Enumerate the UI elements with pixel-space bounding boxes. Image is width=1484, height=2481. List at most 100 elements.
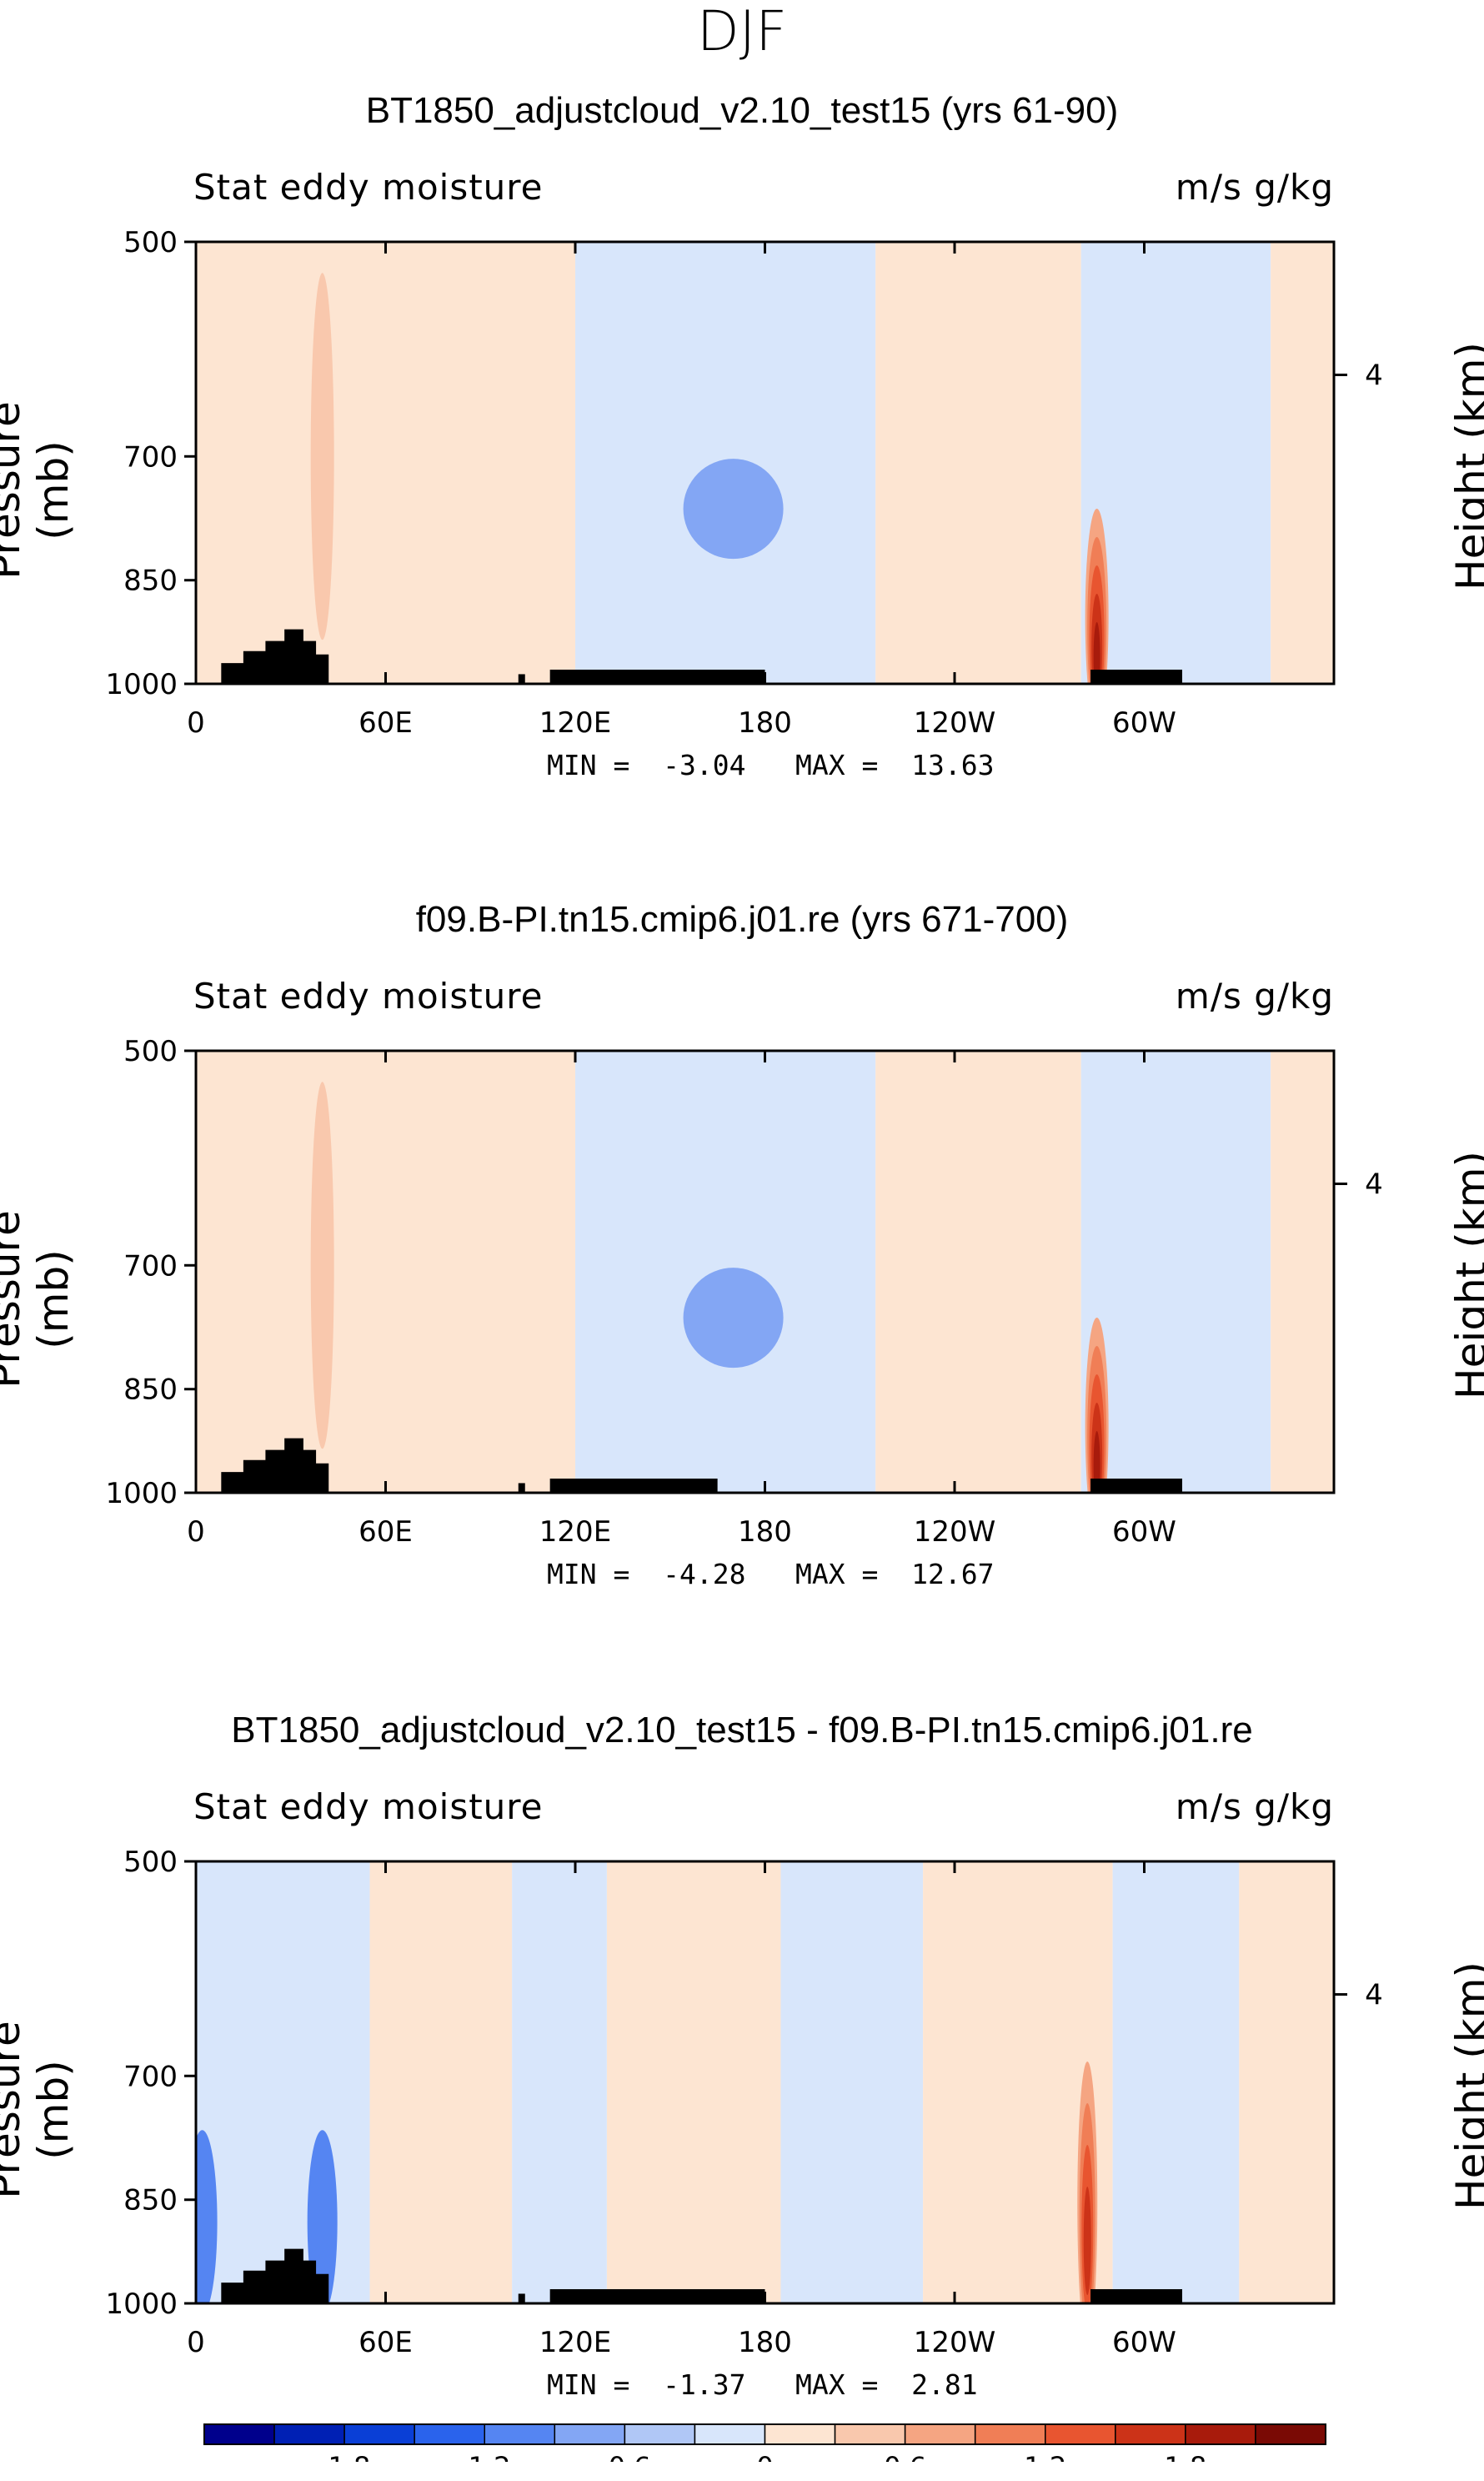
colorbar-swatch <box>273 2423 345 2445</box>
x-tick-label: 120E <box>539 2326 611 2359</box>
panel-title: f09.B-PI.tn15.cmip6.j01.re (yrs 671-700) <box>415 899 1069 940</box>
plume-contour <box>1083 2187 1091 2295</box>
contour-zone <box>1080 1051 1271 1493</box>
contour-zone <box>1271 1051 1334 1493</box>
colorbar-swatch <box>834 2423 906 2445</box>
chart-panel-2: f09.B-PI.tn15.cmip6.j01.re (yrs 671-700)… <box>0 809 1484 1590</box>
units-label: m/s g/kg <box>1175 167 1334 208</box>
colorbar-swatch <box>694 2423 766 2445</box>
contour-zone <box>1239 1861 1334 2303</box>
max-value: 2.81 <box>911 2368 978 2401</box>
feature-contour <box>310 1082 334 1449</box>
y-tick-label: 1000 <box>105 2288 178 2321</box>
plume-contour <box>1093 622 1100 684</box>
x-tick-label: 60W <box>1112 706 1176 740</box>
y-tick-label: 500 <box>123 1035 178 1068</box>
x-tick-label: 0 <box>187 706 205 740</box>
contour-zone <box>196 1861 370 2303</box>
colorbar-swatch <box>974 2423 1046 2445</box>
feature-contour <box>683 1268 784 1369</box>
x-tick-label: 60E <box>358 1515 413 1549</box>
x-tick-label: 0 <box>187 1515 205 1549</box>
max-label: MAX = <box>795 1558 879 1590</box>
colorbar-swatch <box>1185 2423 1256 2445</box>
min-value: -3.04 <box>663 749 746 781</box>
topography-andes <box>1090 2288 1182 2303</box>
y-tick-label: 1000 <box>105 668 178 701</box>
heatmap-plot: 0 60E 120E 180 120W 60W 500 700 850 1000 4 -1.8 -1.2… <box>105 1846 1383 2462</box>
colorbar-label: 0 <box>756 2451 773 2462</box>
y-tick-label: 700 <box>123 440 178 474</box>
y-tick-label: 850 <box>123 565 178 598</box>
colorbar-label: 1.2 <box>1024 2451 1066 2462</box>
contour-field <box>196 1861 1334 2303</box>
min-max-readout: MIN = -1.37 MAX = 2.81 <box>547 2368 978 2401</box>
colorbar-swatch <box>484 2423 556 2445</box>
contour-zone <box>875 1051 1081 1493</box>
colorbar-label: -0.6 <box>599 2451 650 2462</box>
x-tick-label: 120W <box>914 706 996 740</box>
feature-contour <box>683 459 784 560</box>
x-tick-label: 120W <box>914 2326 996 2359</box>
min-value: -4.28 <box>663 1558 746 1590</box>
min-value: -1.37 <box>663 2368 746 2401</box>
max-label: MAX = <box>795 2368 879 2401</box>
contour-zone <box>1112 1861 1240 2303</box>
contour-zone <box>369 1861 513 2303</box>
y-tick-label: 850 <box>123 2184 178 2217</box>
variable-label: Stat eddy moisture <box>193 1786 544 1827</box>
variable-label: Stat eddy moisture <box>193 167 544 208</box>
x-tick-label: 60E <box>358 706 413 740</box>
colorbar-label: 1.8 <box>1164 2451 1206 2462</box>
y-tick-label: 700 <box>123 1249 178 1283</box>
contour-zone <box>196 1051 575 1493</box>
max-label: MAX = <box>795 749 879 781</box>
y-tick-label: 500 <box>123 1846 178 1879</box>
colorbar-swatch <box>904 2423 976 2445</box>
topography-andes <box>1090 1478 1182 1493</box>
panel-title: BT1850_adjustcloud_v2.10_test15 (yrs 61-… <box>365 90 1119 131</box>
topography-andes <box>1090 669 1182 684</box>
y2-tick-label: 4 <box>1365 1979 1383 2012</box>
topography-pacific <box>549 669 765 684</box>
min-label: MIN = <box>547 749 630 781</box>
colorbar-frame <box>203 2423 1326 2445</box>
topography-island <box>518 674 525 684</box>
units-label: m/s g/kg <box>1175 1786 1334 1827</box>
colorbar-swatch <box>414 2423 485 2445</box>
y-tick-label: 850 <box>123 1374 178 1407</box>
x-tick-label: 180 <box>738 706 792 740</box>
contour-zone <box>875 242 1081 684</box>
contour-zone <box>1080 242 1271 684</box>
colorbar-swatch <box>1115 2423 1186 2445</box>
topography-africa <box>221 2248 329 2303</box>
figure-title: DJF <box>696 0 788 63</box>
x-tick-label: 0 <box>187 2326 205 2359</box>
max-value: 12.67 <box>911 1558 995 1590</box>
units-label: m/s g/kg <box>1175 976 1334 1017</box>
heatmap-plot: 060E120E180120W60W50070085010004-7-5-3-1… <box>105 1035 1382 1549</box>
variable-label: Stat eddy moisture <box>193 976 544 1017</box>
x-tick-label: 120E <box>539 706 611 740</box>
topography-africa <box>221 1438 329 1493</box>
topography-pacific <box>549 1478 718 1493</box>
min-label: MIN = <box>547 1558 630 1590</box>
y-tick-label: 500 <box>123 226 178 259</box>
x-tick-label: 180 <box>738 1515 792 1549</box>
colorbar-swatch <box>1045 2423 1116 2445</box>
colorbar-swatch <box>764 2423 836 2445</box>
contour-zone <box>606 1861 781 2303</box>
colorbar-swatch <box>343 2423 415 2445</box>
colorbar-label: 0.6 <box>884 2451 926 2462</box>
colorbar-label: -1.8 <box>318 2451 370 2462</box>
topography-island <box>518 1483 525 1493</box>
topography-pacific <box>549 2288 765 2303</box>
chart-panel-1: BT1850_adjustcloud_v2.10_test15 (yrs 61-… <box>0 0 1484 781</box>
x-tick-label: 120W <box>914 1515 996 1549</box>
colorbar-label: -1.2 <box>459 2451 510 2462</box>
colorbar-swatch <box>554 2423 626 2445</box>
min-max-readout: MIN = -3.04 MAX = 13.63 <box>547 749 994 781</box>
contour-zone <box>780 1861 924 2303</box>
panel-title: BT1850_adjustcloud_v2.10_test15 - f09.B-… <box>231 1710 1253 1750</box>
x-tick-label: 120E <box>539 1515 611 1549</box>
